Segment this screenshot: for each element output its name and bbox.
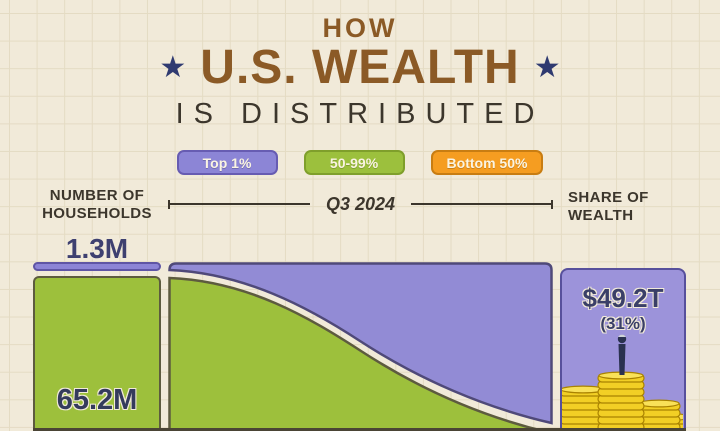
period-line-right bbox=[411, 203, 551, 205]
panel-top1pct-wealth: $49.2T (31%) bbox=[560, 268, 686, 431]
coin-stacks-illustration bbox=[562, 334, 683, 431]
coin-stack-right bbox=[637, 399, 681, 431]
title-kicker: HOW bbox=[322, 13, 398, 43]
right-axis-label: SHARE OF WEALTH bbox=[568, 189, 698, 225]
title-subtitle: IS DISTRIBUTED bbox=[175, 98, 545, 130]
flow-band-top1pct bbox=[168, 262, 553, 425]
value-50-99pct-households: 65.2M bbox=[56, 384, 138, 416]
period-tick-right bbox=[551, 199, 553, 209]
legend-item-bottom-50pct: Bottom 50% bbox=[430, 150, 544, 175]
value-top1pct-wealth: $49.2T bbox=[582, 283, 664, 313]
period-tick-left bbox=[168, 199, 170, 209]
main-title-row: ★ U.S. WEALTH ★ bbox=[0, 44, 720, 92]
value-top1pct-wealth-share: (31%) bbox=[600, 314, 646, 333]
block-50-99pct-households: 65.2M bbox=[33, 276, 161, 431]
star-left-icon: ★ bbox=[159, 51, 187, 84]
person-figure bbox=[617, 334, 627, 375]
legend: Top 1% 50-99% Bottom 50% bbox=[0, 150, 720, 175]
left-axis-label: NUMBER OF HOUSEHOLDS bbox=[33, 187, 161, 223]
period-axis: Q3 2024 bbox=[168, 189, 553, 219]
left-axis-line1: NUMBER OF bbox=[49, 187, 145, 204]
left-axis-line2: HOUSEHOLDS bbox=[42, 205, 152, 222]
star-right-icon: ★ bbox=[533, 51, 561, 84]
legend-item-top-1pct: Top 1% bbox=[176, 150, 278, 175]
legend-item-50-99pct: 50-99% bbox=[303, 150, 405, 175]
period-line-left bbox=[170, 203, 310, 205]
bar-top1pct-households bbox=[33, 262, 161, 271]
coin-stack-center bbox=[597, 371, 645, 431]
flow-band-50-99pct bbox=[168, 276, 549, 431]
value-top1pct-households: 1.3M bbox=[65, 233, 129, 264]
page-title: U.S. WEALTH bbox=[200, 41, 520, 94]
period-label: Q3 2024 bbox=[325, 193, 396, 214]
alluvial-flow-chart bbox=[168, 262, 553, 431]
right-axis-line1: SHARE OF bbox=[568, 189, 649, 206]
right-axis-line2: WEALTH bbox=[568, 207, 634, 224]
coin-stack-left bbox=[562, 385, 607, 431]
bottom-cutoff-strip bbox=[33, 428, 686, 431]
